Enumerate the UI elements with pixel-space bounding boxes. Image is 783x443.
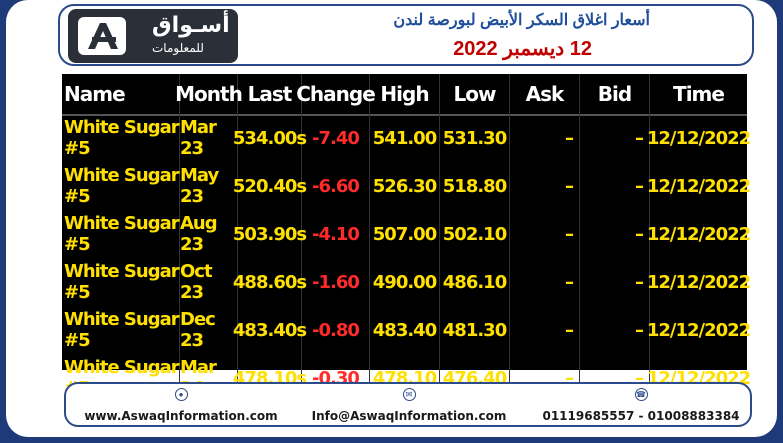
cell-name: White Sugar #5 [62, 258, 180, 306]
cell-low: 518.80 [440, 162, 510, 210]
cell-bid: – [580, 162, 650, 210]
cell-last: 483.40s [233, 306, 307, 354]
cell-change: -7.40 [302, 114, 370, 162]
cell-change: -0.80 [302, 306, 370, 354]
footer-website[interactable]: ● www.AswaqInformation.com [76, 388, 286, 423]
column-header-name: Name [62, 74, 180, 114]
cell-ask: – [510, 354, 580, 402]
cell-name: White Sugar #5 [62, 162, 180, 210]
cell-month: Dec 23 [180, 306, 238, 354]
table-row: White Sugar #5 Dec 23 483.40s -0.80 483.… [62, 306, 751, 354]
logo: أسـواق للمعلومات [68, 9, 238, 63]
price-table: Name Month Last Change High Low Ask Bid … [62, 74, 751, 402]
cell-high: 507.00 [370, 210, 440, 258]
cell-last: 534.00s [233, 114, 307, 162]
content-frame: أسـواق للمعلومات أسعار اغلاق السكر الأبي… [6, 0, 777, 437]
cell-ask: – [510, 210, 580, 258]
cell-ask: – [510, 306, 580, 354]
column-header-bid: Bid [580, 74, 650, 114]
table-header-row: Name Month Last Change High Low Ask Bid … [62, 74, 747, 116]
cell-change: -4.10 [302, 210, 370, 258]
cell-time: 12/12/2022 [646, 319, 751, 341]
phone-numbers[interactable]: 01119685557 - 01008883384 [542, 409, 740, 423]
cell-high: 490.00 [370, 258, 440, 306]
table-row: White Sugar #5 Mar 23 534.00s -7.40 541.… [62, 114, 751, 162]
cell-high: 541.00 [370, 114, 440, 162]
table-row: White Sugar #5 Oct 23 488.60s -1.60 490.… [62, 258, 751, 306]
website-link[interactable]: www.AswaqInformation.com [84, 409, 278, 423]
cell-time: 12/12/2022 [646, 223, 751, 245]
cell-ask: – [510, 162, 580, 210]
cell-high: 483.40 [370, 306, 440, 354]
cell-bid: – [580, 114, 650, 162]
page-date: 12 ديسمبر 2022 [453, 38, 592, 60]
cell-low: 481.30 [440, 306, 510, 354]
cell-month: Oct 23 [180, 258, 238, 306]
cell-low: 531.30 [440, 114, 510, 162]
globe-icon: ● [174, 388, 188, 401]
footer-contact-bar: ● www.AswaqInformation.com ✉ Info@AswaqI… [64, 382, 752, 427]
column-header-month: Month [175, 74, 243, 114]
column-header-low: Low [440, 74, 510, 114]
cell-high: 526.30 [370, 162, 440, 210]
header-panel: أسـواق للمعلومات أسعار اغلاق السكر الأبي… [58, 4, 754, 66]
cell-name: White Sugar #5 [62, 210, 180, 258]
cell-name: White Sugar #5 [62, 114, 180, 162]
cell-ask: – [510, 258, 580, 306]
cell-change: -6.60 [302, 162, 370, 210]
page-title: أسعار اغلاق السكر الأبيض لبورصة لندن [393, 12, 650, 29]
cell-bid: – [580, 258, 650, 306]
table-row: White Sugar #5 Aug 23 503.90s -4.10 507.… [62, 210, 751, 258]
logo-text: أسـواق [152, 13, 230, 38]
cell-change: -1.60 [302, 258, 370, 306]
column-header-high: High [370, 74, 440, 114]
cell-name: White Sugar #5 [62, 306, 180, 354]
cell-month: Mar 23 [180, 114, 238, 162]
cell-time: 12/12/2022 [646, 175, 751, 197]
column-header-ask: Ask [510, 74, 580, 114]
column-header-last: Last [238, 74, 302, 114]
column-header-change: Change [296, 74, 376, 114]
cell-bid: – [580, 354, 650, 402]
cell-low: 502.10 [440, 210, 510, 258]
cell-low: 486.10 [440, 258, 510, 306]
logo-subtext: للمعلومات [152, 41, 204, 55]
cell-month: May 23 [180, 162, 238, 210]
table-row: White Sugar #5 May 23 520.40s -6.60 526.… [62, 162, 751, 210]
column-header-time: Time [673, 82, 725, 106]
cell-last: 503.90s [233, 210, 307, 258]
cell-last: 488.60s [233, 258, 307, 306]
phone-icon: ☎ [634, 388, 648, 401]
cell-time: 12/12/2022 [646, 127, 751, 149]
cell-bid: – [580, 210, 650, 258]
cell-last: 520.40s [233, 162, 307, 210]
footer-phone[interactable]: ☎ 01119685557 - 01008883384 [536, 388, 746, 423]
email-link[interactable]: Info@AswaqInformation.com [311, 409, 507, 423]
email-icon: ✉ [402, 388, 416, 401]
cell-month: Aug 23 [180, 210, 238, 258]
logo-mark-icon [78, 17, 126, 55]
footer-email[interactable]: ✉ Info@AswaqInformation.com [304, 388, 514, 423]
cell-bid: – [580, 306, 650, 354]
cell-ask: – [510, 114, 580, 162]
cell-time: 12/12/2022 [646, 271, 751, 293]
